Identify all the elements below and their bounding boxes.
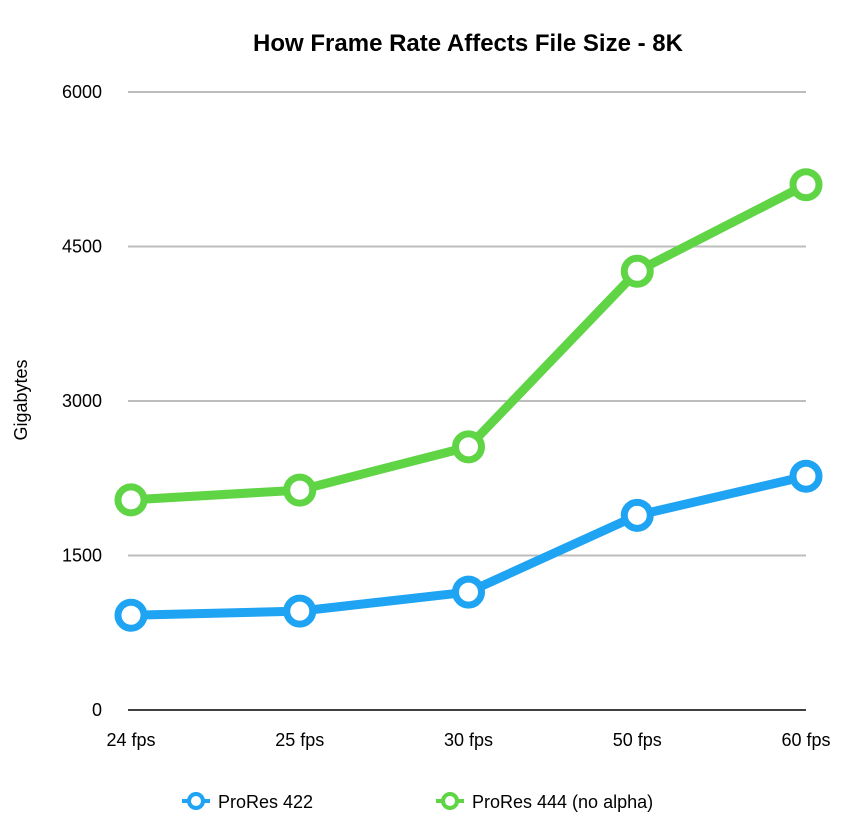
series-0 — [114, 459, 823, 632]
y-tick-label: 3000 — [62, 391, 102, 411]
y-axis-label: Gigabytes — [11, 359, 31, 440]
x-tick-label: 25 fps — [275, 730, 324, 750]
x-tick-label: 60 fps — [781, 730, 830, 750]
data-point — [452, 430, 485, 464]
data-point — [452, 575, 485, 609]
data-point — [283, 473, 317, 507]
x-tick-label: 50 fps — [613, 730, 662, 750]
series-1 — [114, 168, 823, 517]
data-point — [620, 498, 654, 532]
data-point — [283, 594, 317, 628]
data-point — [789, 168, 823, 202]
legend-marker — [187, 792, 205, 810]
chart-title: How Frame Rate Affects File Size - 8K — [253, 30, 684, 57]
y-tick-label: 0 — [92, 700, 102, 720]
data-point — [789, 459, 823, 493]
y-tick-label: 4500 — [62, 237, 102, 257]
y-tick-label: 1500 — [62, 546, 102, 566]
legend-label: ProRes 422 — [218, 792, 313, 812]
legend-label: ProRes 444 (no alpha) — [472, 792, 653, 812]
data-point — [114, 598, 148, 632]
x-tick-label: 30 fps — [444, 730, 493, 750]
legend-marker — [441, 792, 459, 810]
data-point — [114, 483, 148, 517]
y-tick-label: 6000 — [62, 82, 102, 102]
x-tick-label: 24 fps — [106, 730, 155, 750]
data-point — [620, 254, 654, 288]
